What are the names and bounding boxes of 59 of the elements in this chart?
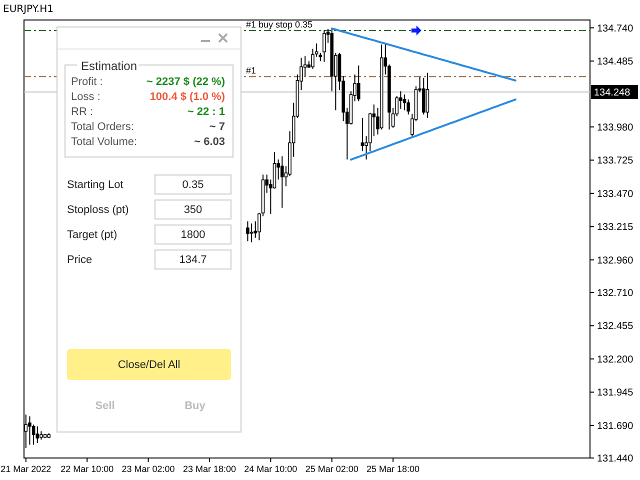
annotation: Total Volume: — [71, 136, 138, 148]
annotation: ~ 22 : 1 — [187, 106, 225, 118]
candlestick — [426, 72, 430, 118]
x-tick-label: 23 Mar 18:00 — [182, 464, 236, 474]
y-tick-label: 131.440 — [597, 454, 634, 464]
y-tick-label: 132.455 — [597, 321, 634, 332]
candlestick — [360, 117, 364, 152]
annotation: 1800 — [180, 229, 206, 241]
annotation: #1 — [246, 66, 256, 76]
candlestick — [356, 64, 360, 102]
x-tick-label: 21 Mar 2022 — [0, 464, 52, 474]
x-tick-label: 23 Mar 02:00 — [122, 464, 175, 474]
ref-line-label: #1 buy stop 0.35 — [246, 20, 313, 30]
annotation: Profit : — [71, 76, 103, 88]
candlestick — [32, 424, 36, 446]
candlestick — [36, 426, 40, 444]
x-tick-label: 24 Mar 10:00 — [244, 464, 298, 474]
y-tick-label: 133.470 — [597, 188, 634, 200]
y-tick-label: 134.740 — [597, 23, 634, 34]
y-tick-label: 132.200 — [597, 354, 634, 366]
y-tick-label: 131.690 — [597, 420, 634, 432]
annotation: Close/Del All — [118, 359, 180, 371]
x-tick-label: 22 Mar 10:00 — [60, 464, 114, 474]
candlestick — [402, 94, 406, 111]
candlestick — [246, 220, 250, 242]
line-series — [350, 98, 516, 161]
annotation: 100.4 $ (1.0 %) — [150, 91, 226, 103]
chart-title: EURJPY.H1 — [3, 4, 54, 15]
x-tick-label: 25 Mar 02:00 — [305, 464, 358, 474]
annotation: Total Orders: — [71, 121, 134, 133]
annotation: RR : — [71, 106, 93, 118]
annotation: ~ 7 — [209, 121, 225, 133]
annotation: Price — [67, 254, 92, 266]
line-series — [330, 27, 516, 82]
annotation: Stoploss (pt) — [67, 204, 129, 216]
annotation: 350 — [184, 204, 202, 216]
annotation: Buy — [184, 400, 206, 412]
annotation: 134.7 — [179, 254, 207, 266]
y-tick-label: 133.980 — [597, 122, 634, 134]
annotation: ~ 2237 $ (22 %) — [146, 76, 226, 88]
y-tick-label: 131.945 — [597, 388, 634, 399]
y-tick-label: 133.725 — [597, 156, 634, 167]
y-tick-label: 134.485 — [597, 56, 634, 68]
annotation: Estimation — [81, 59, 138, 73]
annotation: Loss : — [71, 91, 100, 103]
y-tick-label: 133.215 — [597, 222, 634, 234]
x-tick-label: 25 Mar 18:00 — [366, 464, 420, 474]
candlestick — [422, 77, 426, 116]
candlestick — [280, 156, 284, 208]
annotation: Starting Lot — [67, 179, 124, 191]
candlestick — [28, 416, 32, 446]
y-tick-label: 132.960 — [597, 255, 634, 266]
annotation: ~ 6.03 — [194, 136, 225, 148]
annotation: 0.35 — [182, 179, 204, 191]
ref-line-label: 134.248 — [594, 87, 631, 98]
candlestick — [322, 30, 326, 62]
annotation: Target (pt) — [67, 229, 118, 241]
y-tick-label: 132.710 — [597, 288, 634, 299]
annotation: Sell — [95, 400, 115, 412]
